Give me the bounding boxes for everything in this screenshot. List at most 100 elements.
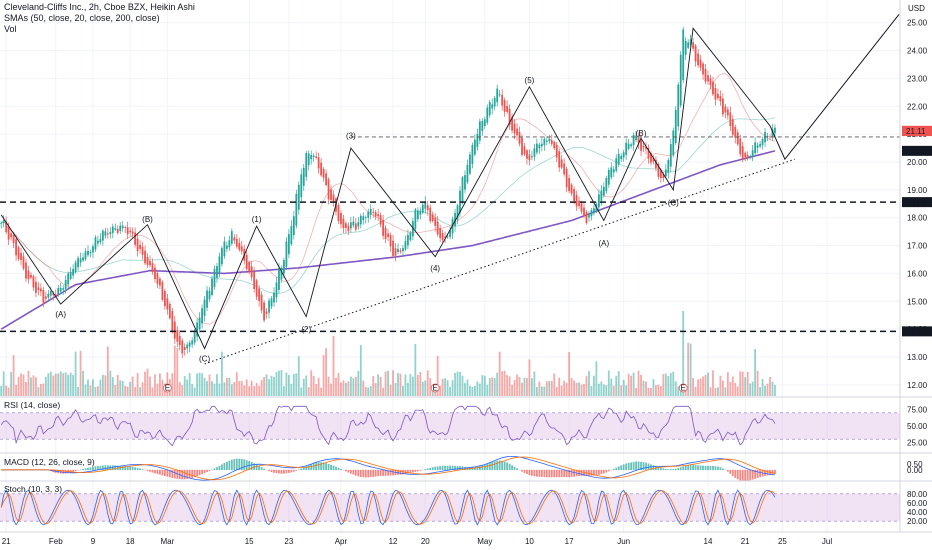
volume-bar (652, 379, 655, 396)
volume-bar (535, 387, 538, 396)
candle-body (377, 214, 380, 217)
candle-body (330, 189, 332, 200)
candle (444, 231, 447, 243)
volume-bar (545, 381, 548, 396)
macd-histogram-bar (563, 469, 566, 477)
candle (330, 185, 332, 203)
macd-histogram-bar (243, 459, 246, 471)
volume-bar (354, 376, 357, 396)
volume-bar (610, 378, 613, 396)
candle (173, 316, 176, 344)
candle (253, 267, 256, 293)
macd-histogram-bar (146, 469, 149, 472)
macd-histogram-bar (384, 469, 387, 476)
macd-histogram-bar (689, 465, 692, 471)
candle (57, 284, 60, 297)
candle (441, 229, 444, 243)
candle-body (342, 218, 345, 228)
volume-bar (657, 384, 660, 396)
candle-body (642, 145, 645, 148)
volume-bar (57, 373, 60, 396)
macd-histogram-bar (409, 469, 412, 474)
candle (756, 142, 759, 153)
macd-histogram-bar (129, 466, 132, 471)
candle (238, 237, 241, 252)
candle (702, 61, 704, 80)
price-tick: 15.00 (907, 297, 928, 306)
price-tag: 18.56 (902, 197, 932, 208)
macd-histogram-bar (292, 469, 295, 472)
candle-body (101, 230, 104, 241)
candle-body (612, 169, 615, 173)
candle (714, 83, 717, 106)
candle-body (305, 152, 308, 177)
volume-bar (369, 385, 372, 396)
volume-bar (600, 381, 603, 396)
volume-bar (15, 384, 17, 396)
candle-body (689, 39, 692, 46)
volume-bar (689, 343, 692, 396)
volume-bar (488, 378, 491, 396)
candle-body (131, 231, 134, 234)
volume-bar (548, 380, 551, 396)
candle (548, 134, 551, 144)
candle-body (632, 134, 635, 146)
macd-histogram-bar (233, 459, 236, 471)
candle-body (585, 211, 588, 224)
candle-body (27, 270, 30, 280)
candle-body (352, 221, 355, 226)
price-tick: 13.00 (907, 353, 928, 362)
macd-histogram-bar (131, 466, 134, 471)
candle-body (501, 94, 504, 106)
candle-body (731, 119, 734, 135)
macd-histogram-bar (357, 469, 360, 477)
candle-body (516, 128, 518, 136)
candle-body (12, 235, 15, 244)
macd-histogram-bar (268, 469, 270, 472)
macd-histogram-bar (488, 462, 491, 471)
macd-histogram-bar (744, 469, 747, 482)
macd-histogram-bar (126, 466, 129, 471)
macd-histogram-bar (635, 461, 637, 471)
wave-label: (A) (599, 239, 610, 248)
candle-body (168, 303, 171, 319)
volume-bar (707, 372, 709, 396)
volume-bar (724, 387, 727, 396)
candle-body (384, 227, 387, 239)
volume-bar (94, 387, 97, 396)
candle (645, 142, 647, 155)
wave-label: (C) (668, 198, 679, 207)
candle (121, 221, 124, 232)
candle-body (59, 287, 62, 292)
volume-bar (92, 379, 94, 396)
macd-histogram-bar (570, 469, 573, 477)
candle (178, 330, 181, 351)
macd-histogram-bar (295, 469, 298, 471)
candle-body (483, 119, 486, 126)
candle (498, 90, 501, 98)
candle-body (191, 340, 194, 345)
volume-bar (518, 376, 521, 396)
volume-bar (364, 387, 367, 396)
volume-bar (620, 385, 623, 396)
candle (349, 216, 352, 233)
candle-body (253, 271, 256, 289)
candle-body (466, 164, 469, 183)
candle-body (52, 293, 55, 296)
candle (144, 245, 146, 266)
volume-bar (650, 387, 652, 396)
candle (583, 203, 585, 219)
candle-body (411, 221, 414, 237)
macd-histogram-bar (168, 469, 171, 478)
candle-body (434, 217, 437, 226)
volume-bar (419, 371, 422, 396)
macd-histogram-bar (74, 469, 77, 472)
candle (496, 84, 499, 107)
volume-bar (538, 381, 541, 396)
candle (292, 210, 295, 240)
price-tag-label: 21.11 (906, 127, 926, 136)
price-tick: 12.00 (907, 381, 928, 390)
candle-body (491, 104, 494, 109)
volume-bar (310, 370, 313, 396)
